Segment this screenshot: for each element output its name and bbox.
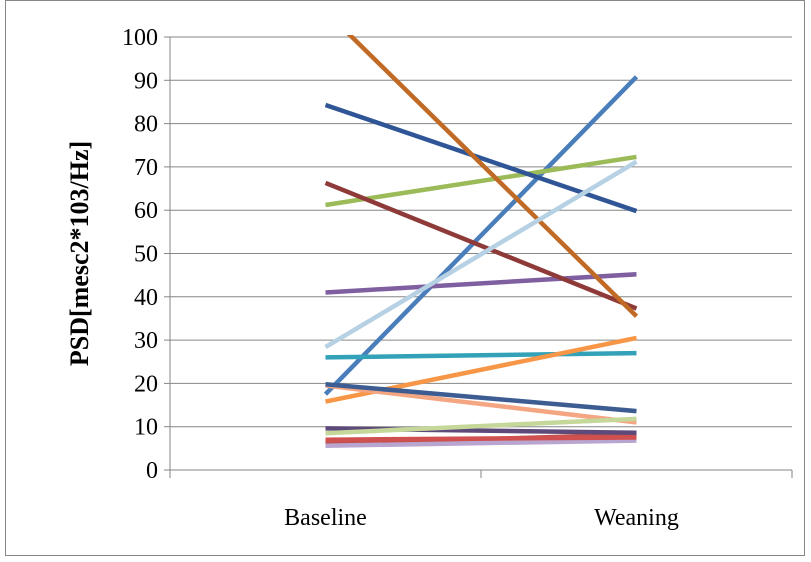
x-tick-label: Baseline	[284, 505, 367, 531]
y-axis-title: PSD[mesc2*103/Hz]	[65, 141, 94, 366]
y-tick-label: 0	[146, 458, 158, 484]
y-tick-label: 60	[134, 198, 158, 224]
series-line-8	[324, 180, 638, 311]
y-tick-label: 80	[134, 112, 158, 138]
series-line-7	[324, 102, 638, 214]
series-line-3	[325, 154, 637, 208]
series-line-10	[324, 159, 638, 349]
series-line-1	[323, 75, 639, 396]
chart-area: 0 10 20 30 40 50 60 70 80 90 100 Baseline Weaning PS…	[5, 0, 805, 556]
series-line-9	[346, 35, 639, 318]
series-line-11	[325, 383, 637, 425]
y-tick-label: 50	[134, 242, 158, 268]
y-tick-label: 30	[134, 328, 158, 354]
series-line-16	[325, 435, 637, 442]
series-line-5	[325, 350, 637, 360]
y-tick-label: 10	[134, 415, 158, 441]
series-line-14	[325, 416, 637, 436]
y-tick-label: 90	[134, 68, 158, 94]
y-tick-label: 40	[134, 285, 158, 311]
y-tick-label: 100	[122, 25, 158, 51]
series-line-4	[325, 272, 637, 295]
line-chart: 0 10 20 30 40 50 60 70 80 90 100 Baseline Weaning PS…	[65, 25, 793, 531]
y-tick-label: 70	[134, 155, 158, 181]
tick-labels: 0 10 20 30 40 50 60 70 80 90 100 Baseline Weaning	[122, 25, 679, 531]
series-lines	[323, 35, 639, 449]
series-line-12	[325, 382, 637, 414]
axes	[164, 36, 793, 478]
series-line-15	[325, 438, 637, 449]
x-tick-label: Weaning	[594, 505, 679, 531]
y-tick-label: 20	[134, 371, 158, 397]
